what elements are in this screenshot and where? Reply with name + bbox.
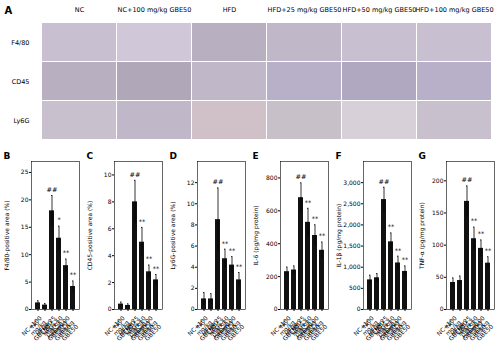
svg-text:IL-6 (pg/mg protein): IL-6 (pg/mg protein): [252, 205, 260, 265]
svg-text:**: **: [236, 263, 243, 271]
svg-text:200: 200: [432, 177, 444, 184]
svg-text:0: 0: [108, 305, 112, 312]
svg-text:25: 25: [21, 168, 29, 175]
svg-text:4: 4: [191, 263, 195, 270]
svg-text:**: **: [388, 223, 395, 231]
svg-text:HFD+100mg/kgGBE50: HFD+100mg/kgGBE50: [460, 314, 494, 348]
svg-text:**: **: [63, 249, 70, 257]
svg-text:0: 0: [440, 305, 444, 312]
svg-text:**: **: [485, 247, 492, 255]
svg-text:HFD+25 mg/kg GBE50: HFD+25 mg/kg GBE50: [268, 6, 342, 14]
svg-text:6: 6: [191, 242, 195, 249]
svg-text:**: **: [312, 215, 319, 223]
svg-text:12: 12: [187, 179, 195, 186]
svg-text:HFD+50 mg/kg GBE50: HFD+50 mg/kg GBE50: [343, 6, 417, 14]
svg-text:**: **: [402, 256, 409, 264]
svg-text:NC+100 mg/kg GBE50: NC+100 mg/kg GBE50: [118, 6, 192, 14]
svg-text:**: **: [395, 247, 402, 255]
svg-text:F: F: [336, 151, 342, 161]
svg-text:TNF-α (pg/mg protein): TNF-α (pg/mg protein): [418, 202, 426, 270]
svg-text:IL-1β (pg/mg protein): IL-1β (pg/mg protein): [335, 204, 343, 268]
svg-text:2: 2: [108, 279, 112, 286]
svg-text:NC: NC: [75, 6, 85, 14]
svg-text:200: 200: [266, 273, 278, 280]
svg-text:0: 0: [25, 305, 29, 312]
svg-text:10: 10: [187, 200, 195, 207]
svg-text:HFD+100mg/kgGBE50: HFD+100mg/kgGBE50: [128, 314, 162, 348]
svg-text:600: 600: [266, 207, 278, 214]
svg-text:15: 15: [21, 223, 29, 230]
svg-text:##: ##: [130, 171, 141, 179]
svg-text:150: 150: [432, 209, 444, 216]
svg-text:10: 10: [21, 251, 29, 258]
svg-text:F4/80: F4/80: [11, 39, 29, 47]
svg-text:CD45: CD45: [12, 78, 30, 86]
svg-text:5: 5: [25, 278, 29, 285]
svg-text:6: 6: [108, 225, 112, 232]
svg-text:HFD+100mg/kgGBE50: HFD+100mg/kgGBE50: [211, 314, 245, 348]
svg-text:A: A: [5, 5, 13, 16]
svg-text:8: 8: [191, 221, 195, 228]
svg-text:100: 100: [432, 241, 444, 248]
svg-text:20: 20: [21, 196, 29, 203]
svg-text:50: 50: [436, 273, 444, 280]
svg-text:**: **: [319, 232, 326, 240]
svg-text:500: 500: [349, 284, 361, 291]
svg-text:##: ##: [213, 178, 224, 186]
svg-text:10: 10: [104, 171, 112, 178]
svg-text:**: **: [305, 199, 312, 207]
svg-text:8: 8: [108, 198, 112, 205]
svg-text:*: *: [57, 216, 61, 224]
svg-text:HFD+100mg/kgGBE50: HFD+100mg/kgGBE50: [377, 314, 411, 348]
svg-text:3,000: 3,000: [343, 179, 360, 186]
svg-text:HFD+100mg/kgGBE50: HFD+100mg/kgGBE50: [45, 314, 79, 348]
svg-text:B: B: [4, 151, 11, 161]
svg-text:Ly6G: Ly6G: [13, 117, 29, 125]
svg-text:CD45-positive area (%): CD45-positive area (%): [86, 201, 94, 271]
svg-text:G: G: [419, 151, 426, 161]
svg-text:HFD+100 mg/kg GBE50: HFD+100 mg/kg GBE50: [415, 6, 493, 14]
svg-text:2: 2: [191, 284, 195, 291]
svg-text:400: 400: [266, 240, 278, 247]
svg-text:2,500: 2,500: [343, 200, 360, 207]
svg-text:1,500: 1,500: [343, 242, 360, 249]
svg-text:E: E: [253, 151, 259, 161]
svg-text:**: **: [471, 217, 478, 225]
svg-text:##: ##: [47, 186, 58, 194]
svg-text:**: **: [478, 230, 485, 238]
svg-text:0: 0: [191, 305, 195, 312]
svg-text:HFD: HFD: [223, 6, 237, 14]
svg-text:1,000: 1,000: [343, 263, 360, 270]
svg-text:**: **: [229, 247, 236, 255]
svg-text:**: **: [70, 271, 77, 279]
svg-text:F4/80-positive area (%): F4/80-positive area (%): [3, 200, 11, 270]
svg-text:D: D: [170, 151, 177, 161]
svg-text:##: ##: [296, 173, 307, 181]
svg-text:**: **: [146, 255, 153, 263]
svg-text:0: 0: [274, 305, 278, 312]
svg-text:2,000: 2,000: [343, 221, 360, 228]
svg-text:**: **: [153, 265, 160, 273]
svg-text:Ly6G-positive area (%): Ly6G-positive area (%): [169, 201, 177, 269]
svg-text:HFD+100mg/kgGBE50: HFD+100mg/kgGBE50: [294, 314, 328, 348]
svg-text:4: 4: [108, 252, 112, 259]
svg-text:**: **: [139, 218, 146, 226]
svg-text:800: 800: [266, 174, 278, 181]
svg-text:C: C: [87, 151, 94, 161]
svg-text:##: ##: [462, 176, 473, 184]
svg-text:##: ##: [379, 178, 390, 186]
svg-text:0: 0: [357, 305, 361, 312]
